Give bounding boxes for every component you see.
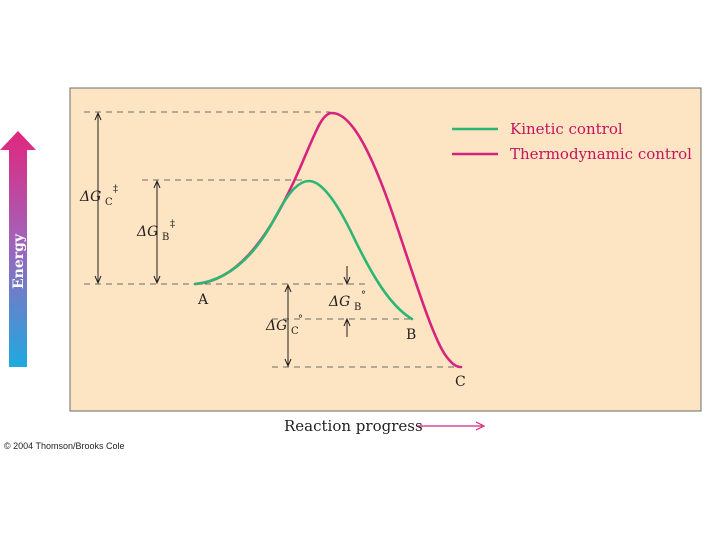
label-dgb-ts-sup: ‡ [170,219,175,230]
point-label-c: C [455,374,466,390]
label-dgb-ts: ΔG B ‡ [136,219,175,243]
label-dgc-ts-base: ΔG [79,189,101,205]
label-dgc-std-base: ΔG [265,318,287,334]
point-label-a: A [197,292,209,308]
dashed-levels [84,111,460,368]
label-dgb-std-sup: ° [361,290,366,301]
copyright-credit: © 2004 Thomson/Brooks Cole [4,441,125,451]
label-dgb-ts-sub: B [162,232,169,243]
legend: Kinetic control Thermodynamic control [452,120,692,163]
plot-panel [69,87,702,412]
x-axis-label: Reaction progress [284,417,423,435]
legend-label-kinetic: Kinetic control [510,120,623,138]
point-label-b: B [406,327,416,343]
label-dgc-ts: ΔG C ‡ [79,184,118,208]
label-dgc-std-sub: C [291,326,299,337]
label-dgc-ts-sub: C [105,197,113,208]
label-dgb-ts-base: ΔG [136,224,158,240]
difference-arrows [94,111,351,368]
energy-axis-arrow: Energy [0,131,36,367]
label-dgb-std: ΔG B ° [328,290,366,313]
label-dgb-std-sub: B [354,302,361,313]
label-dgb-std-base: ΔG [328,294,350,310]
kinetic-curve [193,179,414,321]
label-dgc-ts-sup: ‡ [113,184,118,195]
label-dgc-std: ΔG C ° [265,314,303,337]
x-axis-arrow [418,421,486,431]
label-dgc-std-sup: ° [298,314,303,325]
energy-axis-label: Energy [11,233,27,289]
legend-label-thermodynamic: Thermodynamic control [510,145,692,163]
